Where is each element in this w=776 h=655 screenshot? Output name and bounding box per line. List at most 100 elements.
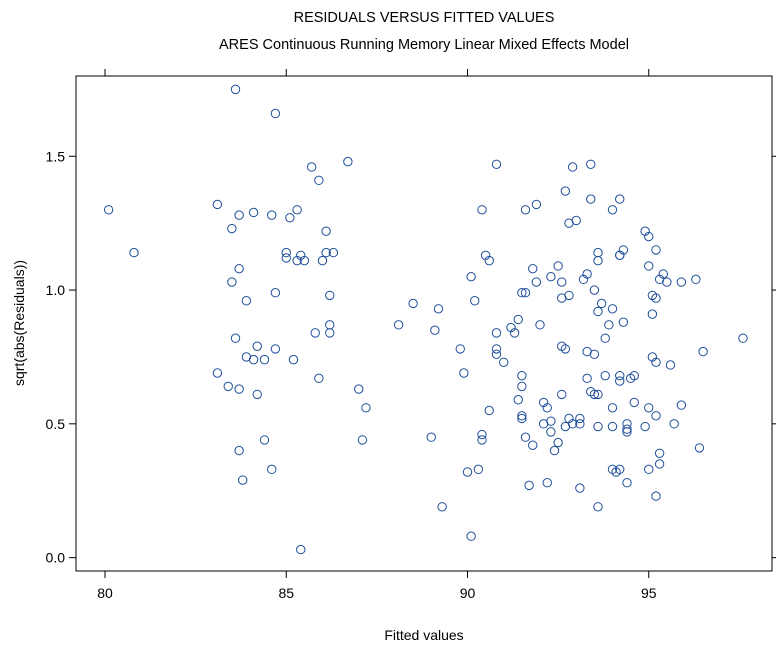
data-point (629, 397, 639, 408)
data-point (553, 261, 563, 271)
data-point (325, 320, 335, 330)
data-point (546, 427, 556, 437)
data-point (654, 448, 665, 458)
data-point (615, 464, 625, 475)
data-point (321, 247, 331, 258)
data-point (549, 445, 560, 456)
data-point (285, 213, 295, 223)
x-tick-label: 90 (460, 585, 476, 601)
x-tick-label: 80 (97, 585, 113, 601)
data-point (230, 84, 241, 95)
data-point (223, 381, 233, 392)
data-point (466, 271, 476, 282)
data-point (531, 199, 542, 210)
data-point (259, 354, 270, 365)
data-point (560, 344, 571, 354)
data-point (267, 210, 277, 220)
data-point (491, 159, 502, 169)
data-point (259, 435, 270, 445)
plot-area-frame (75, 75, 773, 572)
data-point (542, 403, 552, 413)
data-point (546, 271, 556, 282)
data-point (357, 435, 368, 445)
data-point (234, 445, 244, 456)
y-axis: 0.0 0.5 1.0 1.5 (46, 148, 776, 566)
data-point (607, 421, 618, 432)
data-point (499, 357, 509, 367)
data-point (528, 263, 538, 274)
data-point (509, 328, 520, 338)
data-point (513, 314, 523, 325)
data-point (560, 186, 571, 196)
data-point (267, 464, 277, 475)
data-point (651, 293, 661, 303)
data-point (517, 411, 527, 421)
data-point (477, 205, 487, 215)
data-point (615, 370, 625, 381)
data-point (651, 245, 661, 255)
data-point (600, 333, 610, 343)
data-point (477, 435, 487, 445)
data-point (354, 384, 364, 394)
data-point (238, 475, 248, 485)
data-point (575, 419, 585, 429)
data-point (542, 478, 552, 488)
data-point (520, 432, 531, 442)
data-point (270, 288, 281, 298)
data-point (607, 304, 618, 314)
data-point (644, 403, 654, 413)
data-point (455, 344, 465, 354)
data-point (462, 467, 473, 477)
data-point (310, 328, 320, 338)
data-point (662, 277, 672, 287)
data-point (615, 376, 625, 386)
data-point (651, 357, 661, 367)
data-point (593, 502, 603, 512)
data-point (593, 421, 603, 432)
data-point (299, 255, 310, 266)
data-point (575, 413, 585, 424)
data-point (328, 247, 339, 258)
data-point (546, 416, 556, 426)
data-point (314, 175, 324, 186)
data-point (567, 419, 578, 429)
data-point (393, 320, 404, 330)
data-point (607, 403, 618, 413)
data-point (557, 389, 567, 400)
data-point (252, 389, 262, 400)
data-point (212, 199, 223, 210)
data-point (361, 403, 371, 413)
data-point (270, 344, 281, 354)
data-point (408, 298, 418, 309)
data-point (564, 290, 574, 301)
data-point (586, 159, 596, 169)
data-point (513, 395, 523, 405)
data-point (230, 333, 241, 343)
data-point (306, 162, 317, 172)
data-point (669, 419, 679, 429)
data-point (567, 162, 578, 172)
data-point (647, 309, 658, 319)
data-point (694, 443, 705, 453)
data-point (520, 288, 531, 298)
data-point (589, 349, 600, 359)
data-point (698, 346, 708, 357)
data-point (535, 320, 545, 330)
data-point (241, 296, 252, 306)
data-point (281, 247, 291, 258)
data-point (517, 381, 527, 392)
data-point (466, 531, 476, 541)
x-tick-label: 85 (278, 585, 294, 601)
data-point (296, 544, 306, 555)
data-point (553, 437, 563, 448)
data-points (103, 84, 748, 555)
data-point (644, 231, 654, 242)
data-point (433, 304, 444, 314)
data-point (484, 255, 494, 266)
data-point (314, 373, 324, 384)
data-point (651, 411, 661, 421)
data-point (234, 384, 244, 394)
y-tick-label: 1.5 (46, 148, 66, 164)
x-tick-label: 95 (641, 585, 657, 601)
data-point (248, 207, 259, 218)
